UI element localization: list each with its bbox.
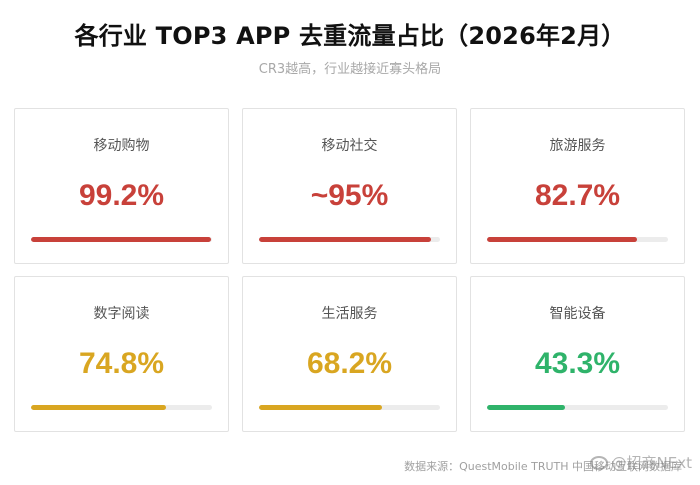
value-label: ~95% <box>310 179 389 212</box>
value-label: 82.7% <box>534 179 621 212</box>
industry-card: 生活服务 68.2% <box>242 276 457 432</box>
category-label: 旅游服务 <box>549 138 606 154</box>
progress-track <box>31 405 212 410</box>
progress-bar <box>259 405 383 410</box>
watermark-text: @招商NExt <box>611 454 692 472</box>
progress-track <box>259 237 440 242</box>
watermark: @招商NExt <box>589 452 692 473</box>
progress-bar <box>487 405 566 410</box>
category-label: 智能设备 <box>549 306 606 322</box>
progress-track <box>259 405 440 410</box>
industry-card: 移动购物 99.2% <box>14 108 229 264</box>
value-label: 99.2% <box>78 179 165 212</box>
industry-card: 智能设备 43.3% <box>470 276 685 432</box>
progress-track <box>31 237 212 242</box>
data-source-note: 数据来源：QuestMobile TRUTH 中国移动互联网数据库 <box>404 460 682 473</box>
chart-title: 各行业 TOP3 APP 去重流量占比（2026年2月） <box>74 22 626 50</box>
value-label: 43.3% <box>534 347 621 380</box>
value-label: 68.2% <box>306 347 393 380</box>
progress-track <box>487 237 668 242</box>
category-label: 生活服务 <box>321 306 378 322</box>
progress-bar <box>31 405 167 410</box>
progress-bar <box>31 237 211 242</box>
value-label: 74.8% <box>78 347 165 380</box>
chart-subtitle: CR3越高，行业越接近寡头格局 <box>258 62 442 77</box>
category-label: 移动购物 <box>93 138 150 154</box>
category-label: 数字阅读 <box>93 306 150 322</box>
industry-card: 旅游服务 82.7% <box>470 108 685 264</box>
progress-track <box>487 405 668 410</box>
weibo-logo-icon <box>589 455 608 470</box>
industry-card: 数字阅读 74.8% <box>14 276 229 432</box>
category-label: 移动社交 <box>321 138 378 154</box>
industry-card-grid: 移动购物 99.2% 移动社交 ~95% 旅游服务 82.7% 数字阅读 74.8% 生活服务 6… <box>14 108 686 432</box>
progress-bar <box>487 237 637 242</box>
industry-card: 移动社交 ~95% <box>242 108 457 264</box>
progress-bar <box>259 237 431 242</box>
